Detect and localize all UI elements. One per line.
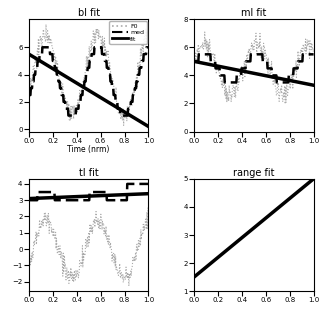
X-axis label: Time (nrm): Time (nrm) [68, 145, 110, 154]
Title: range fit: range fit [233, 168, 275, 178]
Title: ml fit: ml fit [241, 8, 267, 19]
Title: tl fit: tl fit [79, 168, 99, 178]
Legend: F0, med, fit: F0, med, fit [109, 21, 147, 44]
Title: bl fit: bl fit [77, 8, 100, 19]
